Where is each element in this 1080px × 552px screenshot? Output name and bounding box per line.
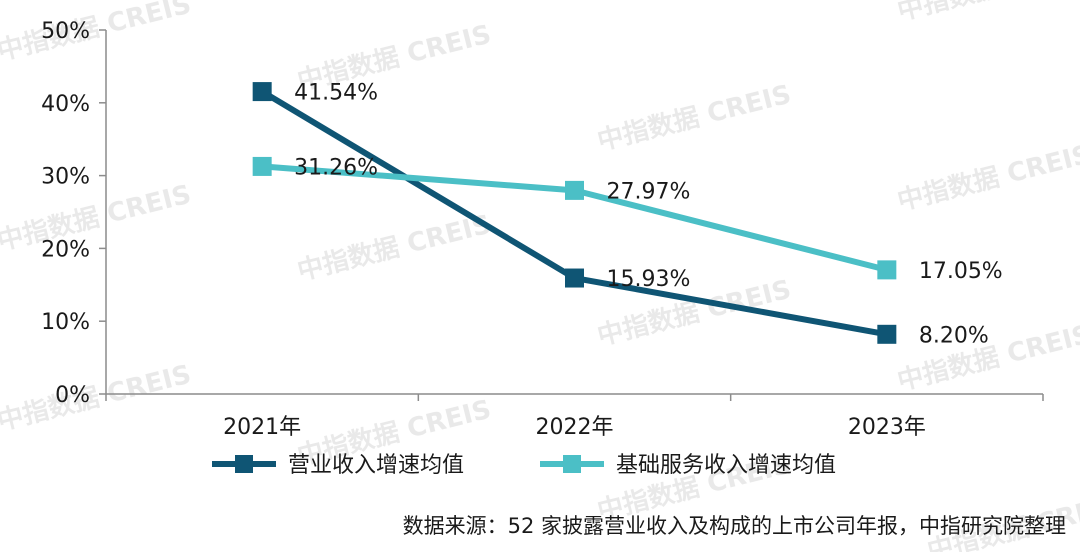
- watermark-text: 中指数据 CREIS: [894, 140, 1080, 217]
- watermark-text: 中指数据 CREIS: [0, 180, 194, 257]
- y-tick-label: 0%: [55, 383, 90, 408]
- data-point-marker: [565, 180, 584, 200]
- data-point-marker: [252, 82, 272, 102]
- legend-marker: [563, 455, 581, 473]
- watermark-text: 中指数据 CREIS: [0, 0, 194, 67]
- x-tick-label: 2023年: [848, 415, 926, 440]
- x-tick-label: 2021年: [223, 415, 301, 440]
- y-tick-label: 40%: [41, 92, 90, 117]
- y-tick-label: 50%: [41, 19, 90, 44]
- y-tick-label: 10%: [41, 310, 90, 335]
- series-line: [260, 89, 888, 338]
- chart-axes: 0% 10% 20% 30% 40% 50% 2021年 2022年 2023年: [41, 19, 1044, 440]
- legend-label: 营业收入增速均值: [288, 453, 464, 478]
- data-label: 27.97%: [607, 179, 691, 204]
- chart-legend: 营业收入增速均值 基础服务收入增速均值: [212, 453, 836, 478]
- data-label: 17.05%: [919, 259, 1003, 284]
- chart-data-labels: 41.54% 15.93% 8.20% 31.26% 27.97% 17.05%: [294, 81, 1003, 349]
- y-tick-label: 30%: [41, 165, 90, 190]
- chart-series: [252, 82, 897, 344]
- data-point-marker: [877, 324, 897, 344]
- data-label: 31.26%: [294, 155, 378, 180]
- data-point-marker: [565, 268, 584, 288]
- watermark-text: 中指数据 CREIS: [894, 0, 1080, 27]
- x-tick-label: 2022年: [536, 415, 614, 440]
- data-label: 41.54%: [294, 81, 378, 106]
- y-tick-label: 20%: [41, 237, 90, 262]
- data-label: 15.93%: [607, 267, 691, 292]
- data-point-marker: [252, 156, 272, 176]
- legend-marker: [235, 455, 253, 473]
- watermark-text: 中指数据 CREIS: [0, 360, 194, 437]
- watermark-text: 中指数据 CREIS: [294, 210, 494, 287]
- source-note: 数据来源：52 家披露营业收入及构成的上市公司年报，中指研究院整理: [402, 514, 1066, 538]
- data-label: 8.20%: [919, 323, 989, 348]
- watermark-text: 中指数据 CREIS: [594, 80, 794, 157]
- data-point-marker: [877, 260, 897, 280]
- legend-label: 基础服务收入增速均值: [616, 453, 836, 478]
